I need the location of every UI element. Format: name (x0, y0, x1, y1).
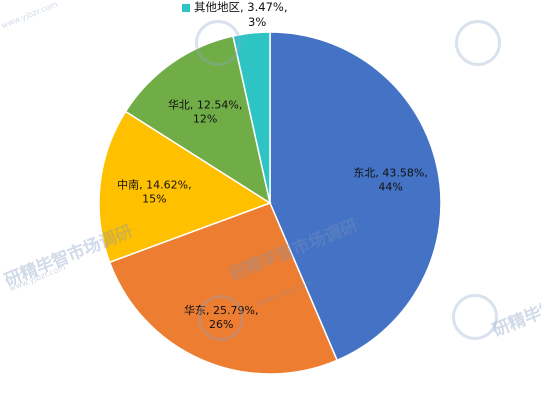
pie-slice-4 (232, 31, 271, 204)
pie-slice-0 (269, 31, 442, 362)
slice-label-line2: 15% (142, 193, 166, 206)
slice-label-line1: 华北, 12.54%, (168, 98, 242, 112)
slice-label-line2: 26% (209, 318, 233, 331)
pie-slice-2 (98, 110, 272, 264)
pie-slice-3 (124, 35, 272, 205)
slice-label-line1: 中南, 14.62%, (117, 179, 191, 192)
slice-label-3: 华北, 12.54%, 12% (168, 98, 242, 126)
slice-label-line2: 44% (378, 180, 402, 193)
legend-swatch-other (182, 4, 190, 12)
pie-slice-1 (108, 202, 339, 375)
slice-label-line2: 12% (193, 113, 217, 126)
slice-label-line1: 华东, 25.79%, (184, 303, 258, 317)
slice-label-2: 中南, 14.62%, 15% (117, 179, 191, 206)
legend-label-line2: 3% (248, 15, 267, 29)
slice-label-line1: 东北, 43.58%, (353, 166, 427, 179)
slice-label-1: 华东, 25.79%, 26% (184, 303, 258, 331)
legend-label-line1: 其他地区, 3.47%, (194, 0, 288, 14)
slice-label-0: 东北, 43.58%, 44% (353, 166, 427, 193)
